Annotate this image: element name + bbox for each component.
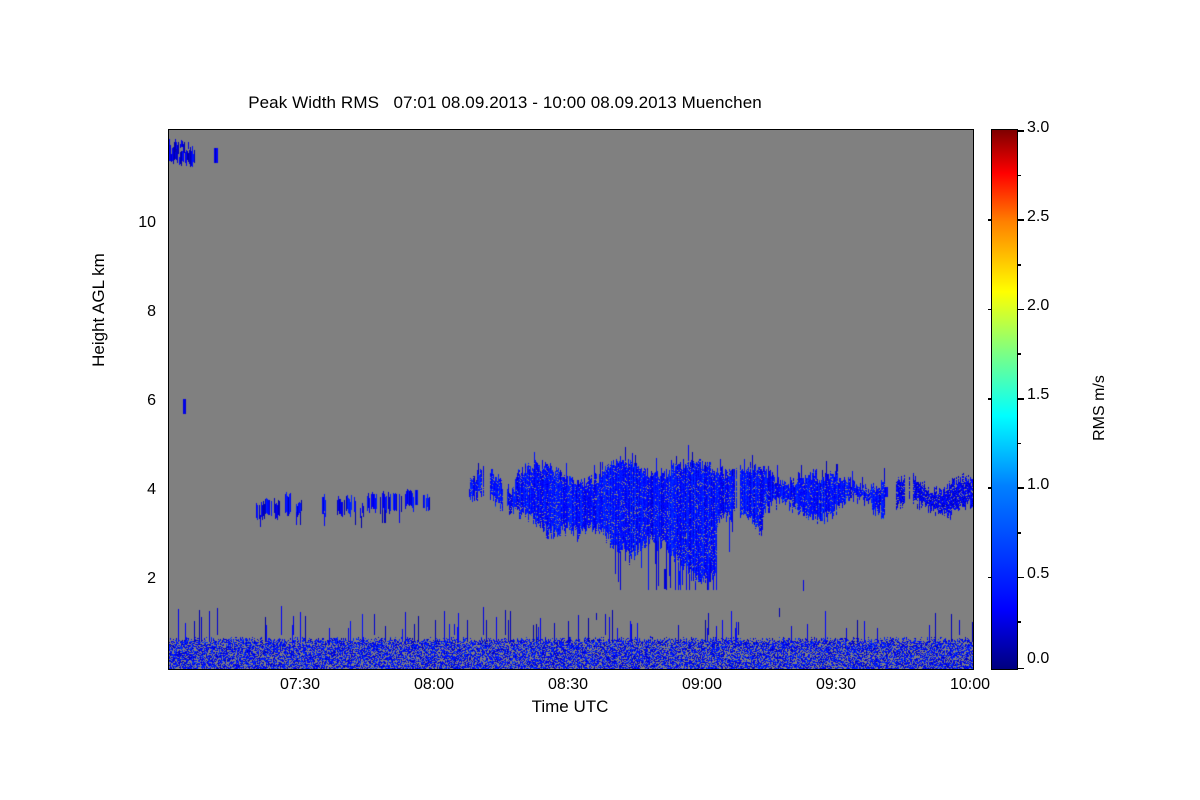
ytick-2 [168, 580, 169, 582]
xtick-minor [502, 669, 504, 670]
ytick-right [973, 580, 974, 582]
colorbar-label: RMS m/s [1091, 375, 1108, 441]
ytick-right-minor [973, 535, 974, 537]
xtick-minor [770, 669, 772, 670]
cbtick-minor [1017, 174, 1021, 177]
chart-title: Peak Width RMS 07:01 08.09.2013 - 10:00 … [248, 93, 762, 112]
cbtick-2.5 [1017, 219, 1024, 221]
xtick-label-0730: 07:30 [279, 676, 321, 693]
ytick-6 [168, 402, 169, 404]
cbtick-left [988, 308, 992, 311]
cbtick-minor [1017, 532, 1021, 534]
ytick-label-6: 6 [147, 392, 156, 409]
cbtick-1.5 [1017, 398, 1024, 400]
cbtick-label-1.5: 1.5 [1027, 386, 1050, 403]
ytick-right-minor [973, 268, 974, 270]
ytick-minor [168, 624, 169, 626]
cbtick-label-2.0: 2.0 [1027, 297, 1050, 314]
colorbar-gradient [992, 130, 1017, 669]
ytick-10 [168, 224, 169, 226]
cbtick-0.5 [1017, 576, 1024, 579]
cbtick-label-1.0: 1.0 [1027, 476, 1050, 493]
cbtick-minor [1017, 621, 1021, 623]
xtick-top-minor [502, 129, 504, 130]
xtick-label-0830: 08:30 [547, 676, 589, 693]
ytick-label-8: 8 [147, 303, 156, 320]
ytick-right [973, 224, 974, 226]
colorbar[interactable] [988, 129, 1024, 670]
xtick-top-minor [770, 129, 772, 130]
cbtick-minor [1017, 264, 1021, 266]
xtick-0830 [569, 669, 571, 670]
ytick-4 [168, 491, 169, 493]
xtick-minor [904, 669, 906, 670]
xtick-0900 [703, 669, 705, 670]
xtick-top-minor [368, 129, 370, 130]
heatmap-canvas [169, 130, 973, 669]
xtick-top [301, 129, 303, 130]
x-axis-label: Time UTC [531, 697, 609, 716]
cbtick-left [988, 219, 992, 221]
xtick-minor [234, 669, 236, 670]
xtick-top-minor [636, 129, 638, 130]
plot-area[interactable] [168, 129, 974, 670]
cbtick-label-0.5: 0.5 [1027, 565, 1050, 582]
xtick-top [837, 129, 839, 130]
xtick-minor [368, 669, 370, 670]
ytick-right-minor [973, 357, 974, 359]
xtick-minor [636, 669, 638, 670]
ytick-right-minor [973, 446, 974, 448]
cbtick-minor [1017, 353, 1021, 355]
ytick-minor [168, 179, 169, 181]
ytick-right-minor [973, 179, 974, 181]
ytick-right [973, 491, 974, 493]
xtick-1000 [971, 669, 973, 670]
xtick-label-1000: 10:00 [949, 676, 991, 693]
ytick-right [973, 402, 974, 404]
xtick-label-0900: 09:00 [681, 676, 723, 693]
ytick-minor [168, 268, 169, 270]
ytick-minor [168, 535, 169, 537]
cbtick-minor [1017, 442, 1021, 445]
xtick-label-0930: 09:30 [815, 676, 857, 693]
cbtick-0.0 [1017, 667, 1024, 669]
cbtick-label-0.0: 0.0 [1027, 650, 1050, 667]
xtick-top [569, 129, 571, 130]
ytick-right-minor [973, 624, 974, 626]
xtick-0730 [301, 669, 303, 670]
xtick-top [703, 129, 705, 130]
ytick-label-2: 2 [147, 570, 156, 587]
cbtick-label-3.0: 3.0 [1027, 119, 1050, 136]
ytick-8 [168, 313, 169, 315]
cbtick-2.0 [1017, 308, 1024, 311]
xtick-0800 [435, 669, 437, 670]
ytick-label-10: 10 [138, 214, 156, 231]
xtick-0930 [837, 669, 839, 670]
xtick-label-0800: 08:00 [413, 676, 455, 693]
cbtick-3.0 [1017, 130, 1024, 132]
cbtick-1.0 [1017, 487, 1024, 489]
xtick-top-minor [234, 129, 236, 130]
y-axis-label: Height AGL km [89, 253, 108, 367]
xtick-top [435, 129, 437, 130]
cbtick-left [988, 398, 992, 400]
cbtick-left [988, 487, 992, 489]
xtick-top-minor [904, 129, 906, 130]
cbtick-left [988, 576, 992, 579]
cbtick-label-2.5: 2.5 [1027, 208, 1050, 225]
ytick-minor [168, 357, 169, 359]
ytick-minor [168, 446, 169, 448]
ytick-label-4: 4 [147, 481, 156, 498]
ytick-right [973, 313, 974, 315]
xtick-top [971, 129, 973, 130]
